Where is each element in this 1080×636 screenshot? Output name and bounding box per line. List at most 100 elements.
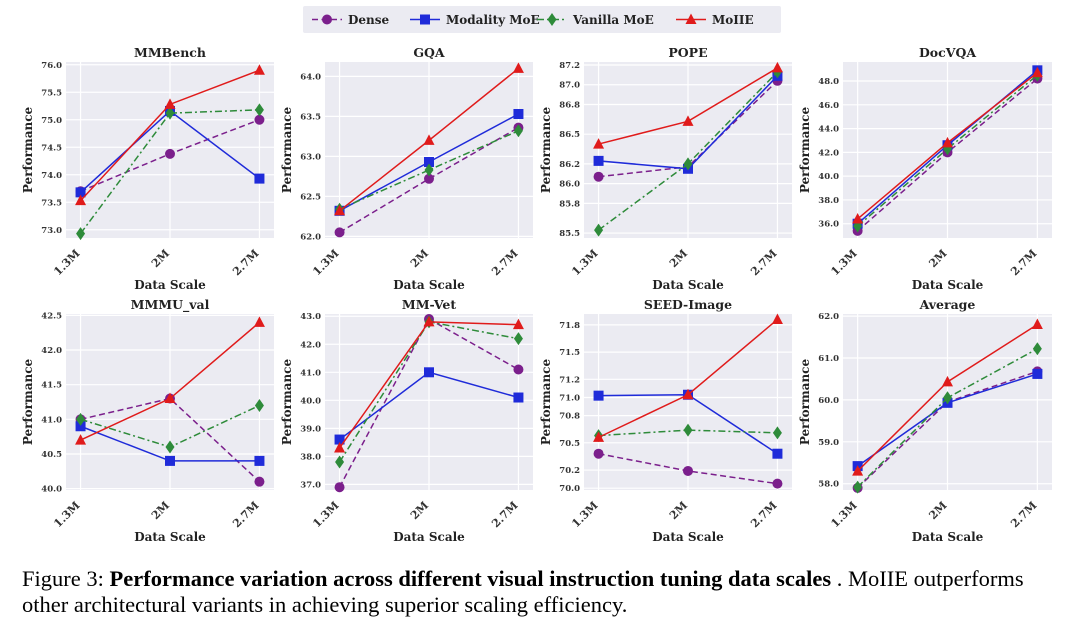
data-point	[593, 448, 604, 459]
x-tick-label: 2M	[149, 499, 172, 522]
subplot-mmbench: 73.0 73.5 74.0 74.5 75.0 75.5 76.0 1.3M 2M 2.7M MM…	[21, 45, 274, 292]
y-tick-label: 59.0	[818, 438, 839, 448]
data-point	[424, 367, 434, 378]
y-tick-label: 62.0	[818, 312, 839, 322]
x-tick-label: 2M	[667, 247, 690, 270]
caption-label: Figure 3:	[22, 566, 110, 591]
y-tick-label: 43.0	[300, 312, 321, 322]
y-tick-label: 38.0	[818, 196, 839, 206]
data-point	[165, 440, 175, 454]
legend-item-dense: Dense	[312, 13, 390, 27]
y-tick-label: 40.5	[41, 450, 62, 460]
legend: Dense Modality MoE Vanilla MoE MoIIE	[303, 6, 781, 33]
data-point	[512, 318, 524, 330]
x-tick-label: 1.3M	[569, 499, 600, 530]
data-point	[334, 204, 346, 216]
x-axis-label: Data Scale	[393, 530, 465, 544]
y-tick-label: 38.0	[300, 452, 321, 462]
x-tick-label: 1.3M	[828, 499, 859, 530]
subplot-title: MMMU_val	[131, 297, 210, 313]
y-axis-label: Performance	[798, 358, 812, 445]
x-tick-label: 2.7M	[230, 499, 261, 530]
data-point	[76, 227, 86, 241]
legend-item-vanilla-moe: Vanilla MoE	[537, 13, 654, 27]
data-point	[1031, 66, 1043, 78]
data-point	[771, 313, 783, 324]
x-tick-label: 1.3M	[310, 247, 341, 278]
y-tick-label: 73.5	[41, 198, 62, 208]
data-point	[334, 482, 345, 493]
data-point	[75, 434, 87, 445]
series-moiie	[334, 62, 524, 216]
y-tick-label: 75.0	[41, 116, 62, 126]
subplot-mm-vet: 37.0 38.0 39.0 40.0 41.0 42.0 43.0 1.3M 2M 2.7M MM…	[280, 297, 533, 544]
y-tick-label: 62.0	[300, 232, 321, 242]
x-axis-label: Data Scale	[912, 530, 984, 544]
series-vanilla-moe	[76, 398, 264, 454]
data-point	[1032, 342, 1042, 356]
data-point	[512, 62, 524, 73]
data-point	[254, 114, 265, 125]
y-axis-label: Performance	[539, 358, 553, 445]
data-point	[772, 426, 782, 440]
x-tick-label: 1.3M	[828, 247, 859, 278]
data-point	[683, 465, 693, 476]
legend-item-moiie: MoIIE	[676, 13, 754, 27]
subplot-title: SEED-Image	[644, 297, 732, 312]
data-point	[165, 106, 175, 120]
legend-marker-circle	[322, 14, 332, 25]
data-point	[682, 115, 694, 126]
subplot-title: Average	[919, 297, 976, 312]
legend-marker-triangle	[685, 13, 697, 24]
series-line	[857, 74, 1038, 227]
y-tick-label: 85.8	[559, 199, 580, 209]
data-point	[513, 364, 524, 375]
data-point	[683, 423, 693, 437]
x-axis-label: Data Scale	[912, 278, 984, 292]
subplot-grid: 73.0 73.5 74.0 74.5 75.0 75.5 76.0 1.3M 2M 2.7M MM…	[21, 45, 1052, 544]
data-point	[943, 391, 952, 405]
data-point	[593, 431, 605, 442]
x-tick-label: 1.3M	[569, 247, 600, 278]
y-tick-label: 63.0	[300, 152, 321, 162]
subplot-gqa: 62.0 62.5 63.0 63.5 64.0 1.3M 2M 2.7M GQA Data Sc…	[280, 45, 533, 292]
data-point	[254, 476, 265, 487]
series-moiie	[593, 313, 783, 442]
y-axis-label: Performance	[280, 358, 294, 445]
subplot-mmmu-val: 40.0 40.5 41.0 41.5 42.0 42.5 1.3M 2M 2.7M MMMU_v…	[21, 297, 274, 544]
subplot-seed-image: 70.0 70.2 70.5 70.8 71.0 71.2 71.5 71.8 1.3M 2M 2.…	[539, 297, 792, 544]
series-line	[339, 130, 519, 210]
data-point	[164, 392, 176, 404]
y-tick-label: 85.5	[559, 229, 580, 239]
series-modality-moe	[75, 421, 265, 466]
legend-marker-square	[420, 14, 430, 25]
y-tick-label: 40.0	[300, 396, 321, 406]
data-point	[772, 448, 783, 459]
data-point	[593, 138, 605, 149]
y-tick-label: 63.5	[300, 112, 321, 122]
data-point	[853, 480, 863, 494]
y-tick-label: 71.2	[559, 375, 580, 385]
series-moiie	[75, 64, 265, 206]
figure-caption: Figure 3: Performance variation across d…	[22, 566, 1072, 618]
data-point	[76, 412, 86, 426]
y-tick-label: 60.0	[818, 396, 839, 406]
y-tick-label: 87.0	[559, 81, 580, 91]
data-point	[423, 315, 435, 327]
y-axis-label: Performance	[21, 358, 35, 445]
series-moiie	[852, 318, 1043, 476]
x-tick-label: 2.7M	[748, 499, 779, 530]
y-tick-label: 41.5	[41, 381, 62, 391]
data-point	[424, 157, 434, 167]
y-tick-label: 71.5	[559, 348, 580, 358]
y-tick-label: 70.2	[559, 466, 580, 476]
x-tick-label: 2.7M	[1008, 247, 1039, 278]
subplot-title: POPE	[668, 45, 707, 60]
data-point	[253, 316, 265, 327]
series-moiie	[593, 61, 783, 149]
data-point	[164, 98, 176, 109]
y-axis-label: Performance	[798, 106, 812, 193]
data-point	[593, 155, 604, 166]
x-tick-label: 2M	[149, 247, 172, 270]
data-point	[513, 109, 524, 119]
